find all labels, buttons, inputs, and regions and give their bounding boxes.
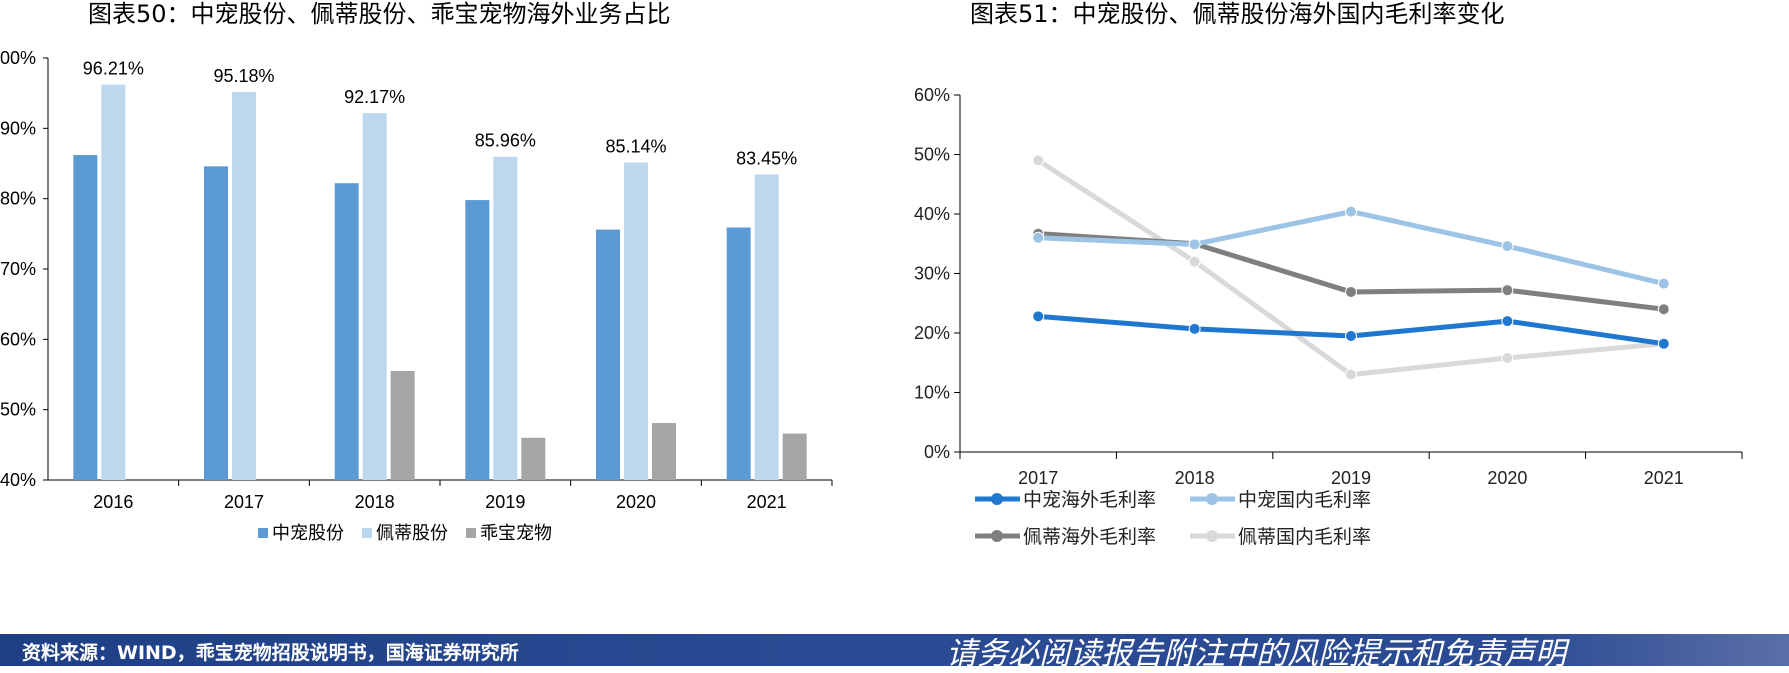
legend-label: 中宠海外毛利率 — [1023, 489, 1156, 511]
bar — [493, 156, 518, 481]
bar — [101, 84, 126, 480]
bar-chart: 40% 50% 60% 70% 80% 90% 100% 96.21% 2016 95.18% 20… — [0, 48, 833, 543]
bar — [204, 166, 228, 480]
line-y-tick-label: 0% — [924, 442, 950, 462]
bar — [782, 433, 807, 480]
bar — [73, 155, 98, 480]
bar-data-label: 92.17% — [344, 87, 405, 107]
legend-swatch — [466, 528, 476, 538]
bar-x-tick-label: 2016 — [93, 492, 133, 512]
series-line — [1036, 158, 1665, 378]
bar-y-tick-label: 50% — [0, 400, 36, 420]
legend-marker — [991, 530, 1003, 542]
data-point — [1032, 154, 1045, 167]
bar-data-label: 85.96% — [475, 131, 536, 151]
bar-x-tick-label: 2021 — [747, 492, 787, 512]
data-point — [1345, 368, 1357, 381]
legend-marker — [1206, 530, 1218, 542]
line-y-tick-label: 20% — [914, 323, 950, 343]
data-point — [1501, 315, 1514, 328]
data-point — [1345, 205, 1357, 218]
legend-swatch — [362, 528, 372, 538]
bar-x-tick-label: 2020 — [616, 492, 656, 512]
line-y-tick-label: 60% — [914, 85, 950, 105]
data-point — [1032, 231, 1045, 244]
line-x-tick-label: 2019 — [1331, 468, 1371, 488]
line-y-tick-label: 40% — [914, 204, 950, 224]
data-point — [1188, 322, 1201, 335]
bar — [334, 183, 359, 480]
bar-y-tick-label: 60% — [0, 329, 36, 349]
data-point — [1032, 310, 1045, 323]
bar — [754, 174, 779, 480]
bar-y-tick-label: 70% — [0, 259, 36, 279]
bar — [390, 370, 415, 480]
legend-swatch — [258, 528, 268, 538]
bar-data-label: 83.45% — [736, 148, 797, 168]
bar-y-tick-label: 40% — [0, 470, 36, 490]
footer-bar: 资料来源：WIND，乖宝宠物招股说明书，国海证券研究所 请务必阅读报告附注中的风… — [0, 634, 1789, 672]
line-chart: 0% 10% 20% 30% 40% 50% 60% 2017 2018 2019 2020 2021… — [914, 85, 1743, 548]
bar-x-tick-label: 2018 — [355, 492, 395, 512]
legend-marker — [1206, 493, 1218, 505]
bar-x-tick-label: 2017 — [224, 492, 264, 512]
line-x-tick-label: 2018 — [1175, 468, 1215, 488]
line-x-tick-label: 2020 — [1487, 468, 1527, 488]
data-point — [1188, 255, 1201, 268]
data-point — [1501, 284, 1514, 297]
data-point — [1657, 303, 1670, 316]
disclaimer-text: 请务必阅读报告附注中的风险提示和免责声明 — [946, 636, 1566, 672]
bar-data-label: 85.14% — [605, 137, 666, 157]
data-point — [1345, 285, 1357, 298]
data-point — [1501, 351, 1514, 364]
line-y-tick-label: 50% — [914, 145, 950, 165]
data-point — [1657, 337, 1670, 350]
left-chart-title: 图表50：中宠股份、佩蒂股份、乖宝宠物海外业务占比 — [88, 0, 671, 28]
bar-data-label: 95.18% — [213, 66, 274, 86]
data-point — [1345, 329, 1357, 342]
source-note: 资料来源：WIND，乖宝宠物招股说明书，国海证券研究所 — [22, 642, 519, 664]
legend-label: 佩蒂国内毛利率 — [1238, 526, 1371, 548]
data-point — [1657, 277, 1670, 290]
bar — [232, 91, 256, 480]
bar — [726, 227, 751, 480]
legend-marker — [991, 493, 1003, 505]
bar-data-label: 96.21% — [83, 59, 144, 79]
data-point — [1501, 240, 1514, 253]
line-x-tick-label: 2021 — [1644, 468, 1684, 488]
bar-y-tick-label: 90% — [0, 118, 36, 138]
legend-label: 中宠国内毛利率 — [1238, 489, 1371, 511]
bar — [465, 200, 490, 480]
bar-y-tick-label: 80% — [0, 189, 36, 209]
bar — [624, 162, 648, 481]
legend-label: 乖宝宠物 — [480, 523, 552, 543]
bar — [521, 437, 546, 480]
legend-label: 中宠股份 — [272, 523, 344, 543]
bar — [652, 423, 676, 480]
legend-label: 佩蒂海外毛利率 — [1023, 526, 1156, 548]
line-x-tick-label: 2017 — [1018, 468, 1058, 488]
bar — [362, 113, 387, 481]
line-y-tick-label: 10% — [914, 383, 950, 403]
bar-y-tick-label: 100% — [0, 48, 36, 68]
line-y-tick-label: 30% — [914, 264, 950, 284]
legend-label: 佩蒂股份 — [376, 523, 448, 543]
bar-x-tick-label: 2019 — [485, 492, 525, 512]
right-chart-title: 图表51：中宠股份、佩蒂股份海外国内毛利率变化 — [970, 0, 1505, 28]
data-point — [1188, 238, 1201, 251]
bar — [596, 229, 620, 480]
